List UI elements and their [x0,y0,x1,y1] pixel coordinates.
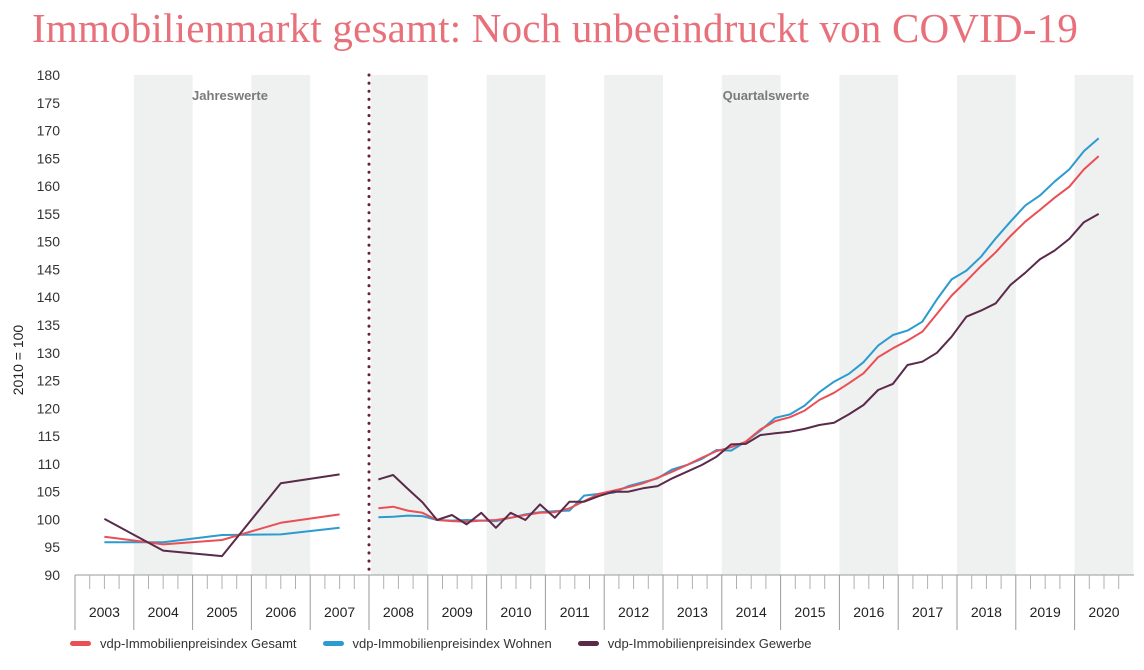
x-tick-label: 2011 [560,604,590,620]
y-tick-label: 115 [38,428,61,444]
y-tick-label: 165 [37,150,61,166]
year-band [1074,75,1134,575]
x-tick-label: 2017 [912,604,943,620]
year-band [133,75,193,575]
y-tick-label: 120 [37,400,61,416]
series-lines [103,137,1100,558]
y-tick-label: 150 [37,234,61,250]
y-tick-label: 175 [37,95,61,111]
legend-label-wohnen: vdp-Immobilienpreisindex Wohnen [352,636,552,651]
x-tick-label: 2009 [442,604,473,620]
y-tick-label: 170 [37,123,61,139]
x-axis: 2003 2004 2005 2006 2007 2008 2009 2010 2011 2012… [74,574,1134,630]
legend-swatch-gesamt [70,641,91,646]
year-band [957,75,1016,575]
y-tick-label: 105 [37,484,61,500]
y-tick-label: 100 [37,511,61,527]
y-tick-label: 145 [37,261,61,277]
y-tick-label: 110 [38,456,61,472]
x-tick-label: 2012 [618,604,649,620]
x-tick-label: 2008 [383,604,414,620]
y-tick-label: 130 [37,345,61,361]
legend-item-wohnen: vdp-Immobilienpreisindex Wohnen [322,636,552,651]
year-band [604,75,663,575]
series-line-annual-gewerbe [103,473,340,558]
year-band [486,75,546,575]
legend-item-gewerbe: vdp-Immobilienpreisindex Gewerbe [577,636,812,651]
x-tick-label: 2018 [971,604,1002,620]
y-tick-label: 180 [37,67,61,83]
legend-swatch-wohnen [322,641,344,646]
series-line-annual-gesamt [104,513,340,546]
x-tick-label: 2016 [853,604,884,620]
y-tick-label: 95 [44,539,60,555]
year-band [371,75,428,575]
y-tick-label: 90 [44,567,60,583]
y-tick-label: 160 [37,178,61,194]
year-band [839,75,899,575]
x-tick-label: 2019 [1030,604,1061,620]
legend-label-gewerbe: vdp-Immobilienpreisindex Gewerbe [607,636,812,651]
y-tick-label: 155 [37,206,61,222]
y-axis-label: 2010 = 100 [10,325,26,396]
year-bands [133,75,1134,575]
x-tick-label: 2006 [265,604,296,620]
legend: vdp-Immobilienpreisindex Gesamt vdp-Immo… [70,636,838,651]
x-tick-label: 2005 [206,604,237,620]
x-tick-label: 2007 [324,604,355,620]
y-axis: 90 95 100 105 110 115 120 125 130 135 140 145 150 155… [37,67,61,583]
legend-swatch-gewerbe [577,641,599,646]
x-tick-label: 2010 [500,604,531,620]
x-tick-label: 2020 [1088,604,1119,620]
legend-label-gesamt: vdp-Immobilienpreisindex Gesamt [100,636,297,651]
x-tick-label: 2013 [677,604,708,620]
year-band [251,75,311,575]
x-tick-label: 2014 [736,604,767,620]
y-tick-label: 135 [37,317,61,333]
y-tick-label: 125 [37,373,61,389]
legend-item-gesamt: vdp-Immobilienpreisindex Gesamt [70,636,297,651]
section-label-quartalswerte: Quartalswerte [723,88,810,103]
x-tick-label: 2015 [794,604,825,620]
y-tick-label: 140 [37,289,61,305]
year-band [721,75,781,575]
series-line-quarterly-gewerbe [378,213,1100,529]
section-label-jahreswerte: Jahreswerte [192,88,268,103]
x-tick-label: 2003 [89,604,120,620]
x-tick-label: 2004 [148,604,179,620]
chart-title: Immobilienmarkt gesamt: Noch unbeeindruc… [32,5,1079,51]
